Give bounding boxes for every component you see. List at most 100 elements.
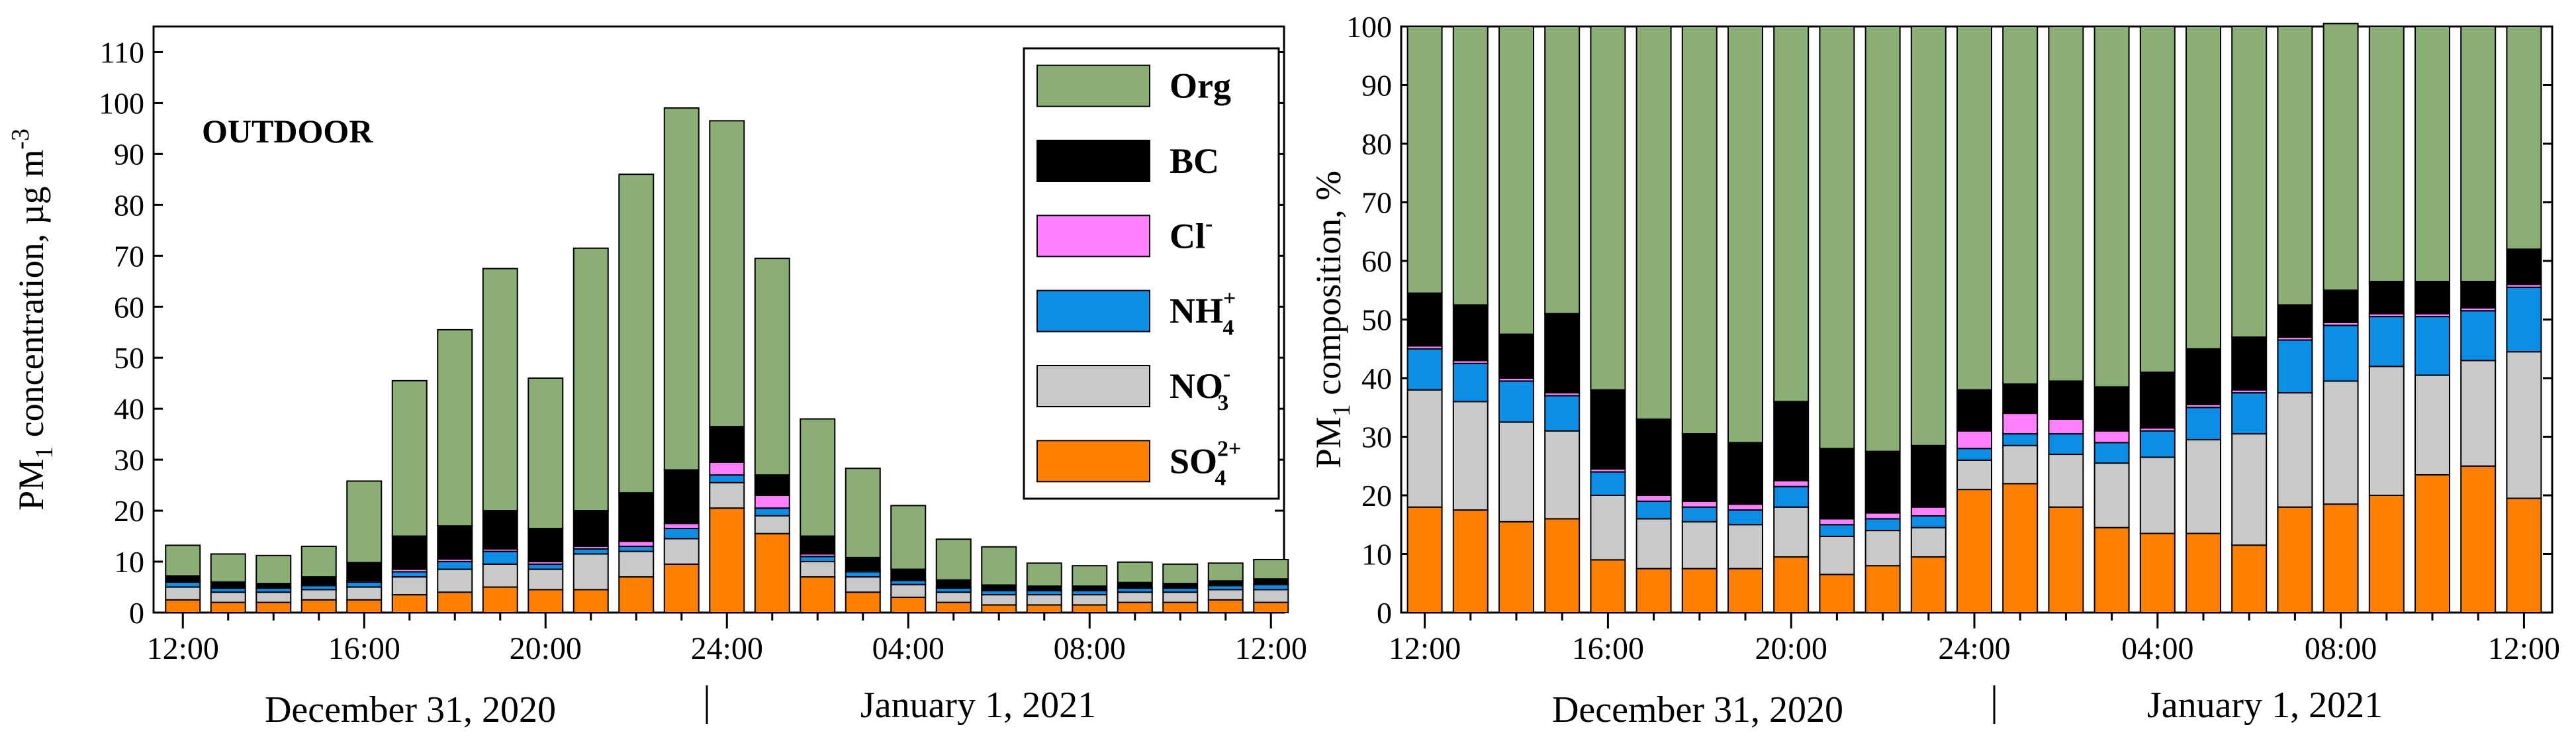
y-tick-label: 80 <box>114 188 144 222</box>
outdoor-concentration-chart: 0 10 20 30 40 50 60 70 80 90 100 110 12:00 16:00 20:00… <box>7 25 1307 666</box>
bar-segment-org <box>528 377 564 530</box>
bar-segment-org <box>2460 26 2497 282</box>
y-axis-label: PM1 composition, % <box>1309 171 1356 469</box>
bar-segment-no3 <box>2323 380 2359 505</box>
bar-segment-no3 <box>709 481 745 509</box>
bar-segment-so4 <box>890 596 927 613</box>
bar-segment-nh4 <box>1773 485 1810 508</box>
bar-segment-so4 <box>800 576 836 613</box>
bar-segment-no3 <box>2277 392 2313 508</box>
bar-segment-so4 <box>981 604 1017 614</box>
bar-segment-org <box>2002 26 2039 385</box>
bar-segment-bc <box>1498 333 1534 379</box>
bar-segment-cl <box>1773 479 1810 487</box>
bar-segment-so4 <box>2048 506 2084 614</box>
bar-segment-so4 <box>1590 559 1626 613</box>
composition-percent-chart: 0 10 20 30 40 50 60 70 80 90 100 12:00 16:00 20:00 24:… <box>1309 10 2560 666</box>
bar-segment-bc <box>2415 280 2450 315</box>
bar-segment-bc <box>1590 389 1626 470</box>
bar-segment-nh4 <box>2506 286 2542 353</box>
y-tick-label: 40 <box>1361 362 1392 395</box>
y-tick-label: 30 <box>1361 421 1392 454</box>
legend-box <box>1023 47 1280 500</box>
bar-segment-so4 <box>2277 506 2313 614</box>
legend-label-org: Org <box>1170 66 1231 106</box>
bar-segment-no3 <box>210 591 246 603</box>
x-tick-label: 04:00 <box>2121 631 2193 666</box>
bar-segment-nh4 <box>482 550 518 565</box>
bar-segment-nh4 <box>528 563 564 570</box>
bar-segment-cl <box>1910 506 1947 517</box>
right-date-label-chart2: January 1, 2021 <box>2147 685 2383 726</box>
bar-segment-nh4 <box>1452 362 1489 403</box>
bar-segment-so4 <box>165 599 201 613</box>
bar-segment-bc <box>2093 386 2130 432</box>
legend-swatch-so4 <box>1036 440 1150 483</box>
bar-segment-no3 <box>2139 456 2176 534</box>
bar-segment-no3 <box>1406 389 1443 508</box>
bar-segment-no3 <box>800 561 836 578</box>
bar-segment-so4 <box>709 507 745 613</box>
bar-segment-bc <box>1544 313 1581 394</box>
bar-segment-no3 <box>2415 374 2450 476</box>
bar-segment-bc <box>2460 280 2497 309</box>
bar-segment-no3 <box>1727 524 1763 570</box>
bar-segment-org <box>2368 26 2405 282</box>
bar-segment-nh4 <box>1864 518 1901 532</box>
bar-segment-so4 <box>1406 506 1443 614</box>
bar-segment-bc <box>754 474 790 497</box>
y-tick-label: 100 <box>1346 10 1392 44</box>
bar-segment-bc <box>1406 292 1443 347</box>
bar-segment-nh4 <box>165 581 201 588</box>
bar-segment-bc <box>618 492 655 542</box>
bar-segment-org <box>981 546 1017 586</box>
bar-segment-org <box>754 258 790 476</box>
bar-segment-no3 <box>573 553 609 591</box>
bar-segment-cl <box>2093 430 2130 444</box>
bar-segment-no3 <box>1956 459 1992 491</box>
bar-segment-bc <box>1773 401 1810 481</box>
bar-segment-org <box>1253 558 1289 580</box>
bar-segment-no3 <box>165 586 201 601</box>
bar-segment-so4 <box>1956 489 1992 614</box>
y-tick-label: 60 <box>114 290 144 324</box>
bar-segment-nh4 <box>663 528 700 540</box>
bar-segment-bc <box>1910 444 1947 508</box>
y-tick-label: 70 <box>114 239 144 273</box>
bar-segment-so4 <box>1681 568 1718 613</box>
bar-segment-bc <box>210 581 246 588</box>
bar-segment-nh4 <box>754 507 790 517</box>
x-tick-label: 24:00 <box>691 631 763 666</box>
bar-segment-org <box>165 544 201 577</box>
bar-segment-nh4 <box>573 548 609 555</box>
bar-segment-org <box>1406 26 1443 294</box>
bar-segment-org <box>255 554 292 585</box>
legend-swatch-no3 <box>1036 365 1150 407</box>
bar-segment-nh4 <box>1727 509 1763 526</box>
bar-segment-org <box>845 468 881 558</box>
bar-segment-no3 <box>1773 506 1810 558</box>
bar-segment-bc <box>1117 581 1153 589</box>
bar-segment-bc <box>1956 389 1992 432</box>
bar-segment-no3 <box>1681 521 1718 570</box>
bar-segment-bc <box>482 510 518 550</box>
bar-segment-so4 <box>1544 518 1581 614</box>
bar-segment-no3 <box>1544 430 1581 520</box>
bar-segment-org <box>1590 26 1626 391</box>
bar-segment-so4 <box>528 589 564 614</box>
bar-segment-bc <box>1635 418 1672 497</box>
bar-segment-bc <box>709 426 745 463</box>
bar-segment-cl <box>709 461 745 476</box>
bar-segment-bc <box>845 556 881 572</box>
x-tick-label: 12:00 <box>1389 631 1461 666</box>
bar-segment-nh4 <box>2231 392 2268 435</box>
bar-segment-no3 <box>890 583 927 598</box>
bar-segment-so4 <box>2368 495 2405 613</box>
bar-segment-bc <box>935 579 972 589</box>
bar-segment-nh4 <box>2139 430 2176 458</box>
bar-segment-bc <box>2048 380 2084 420</box>
bar-segment-org <box>2048 26 2084 382</box>
y-tick-label: 90 <box>1361 69 1392 103</box>
bar-segment-org <box>2093 26 2130 388</box>
bar-segment-cl <box>1727 503 1763 511</box>
